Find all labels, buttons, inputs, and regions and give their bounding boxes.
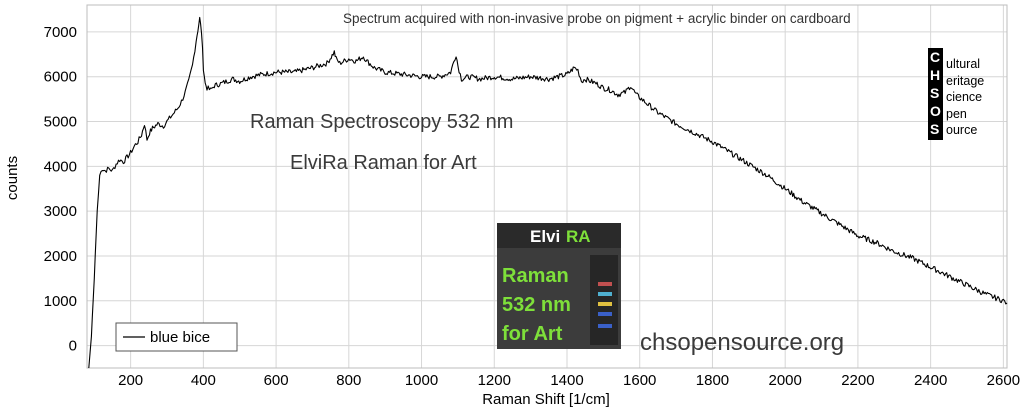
x-tick-label: 1600 [623,372,656,389]
chs-letter-s1: S [930,85,939,101]
x-tick-label: 600 [264,372,289,389]
elvira-logo-header [497,223,621,248]
chs-word-ource: ource [946,123,977,137]
x-axis-label: Raman Shift [1/cm] [482,391,610,408]
chs-word-cience: cience [946,90,982,104]
elvira-logo-swatch-red [598,282,612,286]
elvira-logo-title-part2: RA [566,227,591,246]
elvira-logo-swatch-blue [598,312,612,316]
y-tick-label: 7000 [44,24,77,41]
legend-label: blue bice [150,329,210,346]
x-tick-label: 2600 [987,372,1020,389]
chs-word-eritage: eritage [946,74,984,88]
elvira-logo-swatch-cyan [598,292,612,296]
elvira-logo-swatch-blue2 [598,324,612,328]
plot-frame [86,4,1008,369]
elvira-logo-line1: Raman [502,265,569,287]
spectrum-annotation: Spectrum acquired with non-invasive prob… [343,11,851,26]
x-tick-label: 200 [118,372,143,389]
title-overlay-line1: Raman Spectroscopy 532 nm [250,111,513,133]
y-tick-label: 6000 [44,69,77,86]
chs-letter-c: C [930,49,940,65]
y-tick-label: 0 [69,338,77,355]
x-tick-label: 1400 [550,372,583,389]
elvira-logo-title-part1: Elvi [530,227,560,246]
chs-letter-s2: S [930,121,939,137]
series-line-blue-bice [88,16,1008,369]
y-tick-label: 4000 [44,158,77,175]
x-tick-label: 1800 [696,372,729,389]
x-tick-label: 400 [191,372,216,389]
x-tick-label: 1000 [405,372,438,389]
chs-word-ultural: ultural [946,57,980,71]
legend: blue bice [115,322,238,352]
chs-logo-bar [928,48,943,140]
chs-word-pen: pen [946,107,967,121]
y-tick-labels: 0 1000 2000 3000 4000 5000 6000 7000 [44,24,77,355]
y-axis-label: counts [4,156,21,200]
y-tick-label: 3000 [44,203,77,220]
website-url: chsopensource.org [640,329,844,356]
y-tick-label: 2000 [44,248,77,265]
chs-open-source-logo: C H S O S ultural eritage cience pen our… [928,48,984,140]
elvira-logo-line3: for Art [502,323,563,345]
x-tick-label: 1200 [478,372,511,389]
x-tick-label: 2000 [768,372,801,389]
chs-letter-o: O [930,103,941,119]
elvira-logo-device [590,255,618,345]
elvira-logo-swatch-yellow [598,302,612,306]
elvira-logo-line2: 532 nm [502,294,571,316]
title-overlay-line2: ElviRa Raman for Art [290,152,477,174]
x-tick-label: 2400 [914,372,947,389]
x-tick-labels: 200 400 600 800 1000 1200 1400 1600 1800 2000 2200… [118,372,1020,389]
y-tick-label: 5000 [44,114,77,131]
x-tick-label: 800 [336,372,361,389]
x-tick-label: 2200 [841,372,874,389]
elvira-logo: Elvi RA Raman 532 nm for Art [497,223,621,349]
y-tick-label: 1000 [44,293,77,310]
chs-letter-h: H [930,67,940,83]
